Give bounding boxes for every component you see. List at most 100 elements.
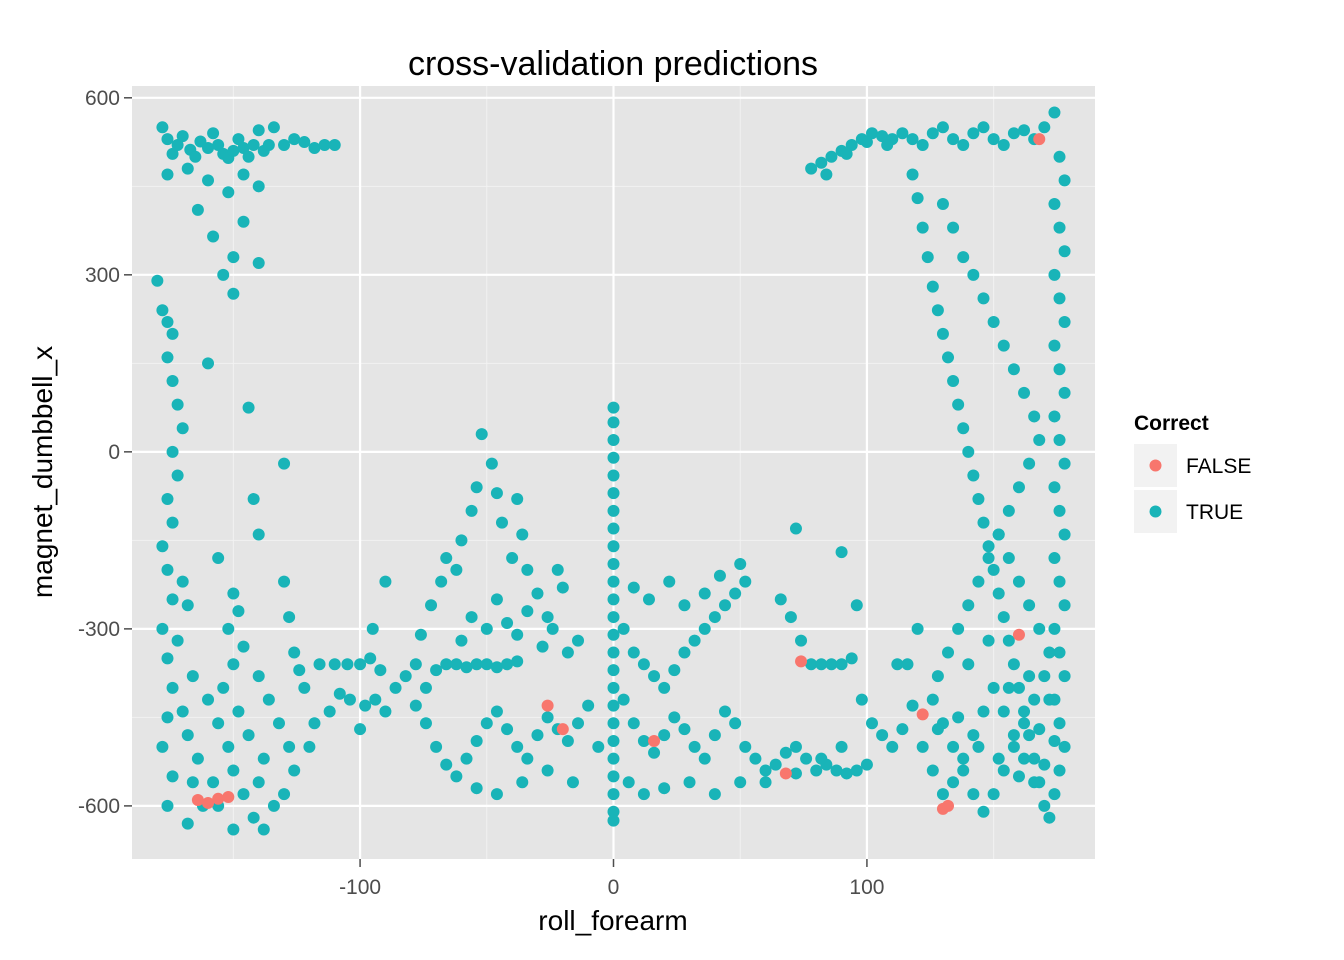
data-point-true [617, 622, 630, 635]
data-point-true [242, 150, 255, 163]
data-point-true [156, 121, 169, 134]
data-point-true [176, 575, 189, 588]
data-point-true [881, 139, 894, 152]
data-point-true [217, 268, 230, 281]
data-point-true [480, 717, 493, 730]
data-point-true [359, 699, 372, 712]
data-point-true [967, 788, 980, 801]
data-point-true [1053, 363, 1066, 376]
data-point-true [237, 141, 250, 154]
data-point-true [1048, 788, 1061, 801]
data-point-true [860, 758, 873, 771]
data-point-true [840, 147, 853, 160]
data-point-false [222, 791, 235, 804]
data-point-true [1053, 504, 1066, 517]
data-point-true [698, 752, 711, 765]
data-point-true [323, 705, 336, 718]
data-point-true [865, 717, 878, 730]
legend-label-true: TRUE [1186, 501, 1243, 524]
data-point-true [957, 139, 970, 152]
data-point-true [926, 693, 939, 706]
data-point-true [1058, 670, 1071, 683]
data-point-true [419, 717, 432, 730]
data-point-true [232, 705, 245, 718]
data-point-true [237, 788, 250, 801]
data-point-true [237, 215, 250, 228]
data-point-true [1043, 693, 1056, 706]
data-point-true [987, 563, 1000, 576]
data-point-true [678, 646, 691, 659]
data-point-true [227, 251, 240, 264]
y-tick-label: 600 [85, 87, 120, 110]
data-point-true [607, 628, 620, 641]
data-point-true [729, 587, 742, 600]
data-point-true [161, 563, 174, 576]
data-point-true [343, 693, 356, 706]
data-point-true [490, 661, 503, 674]
data-point-true [521, 563, 534, 576]
data-point-true [354, 658, 367, 671]
data-point-true [551, 563, 564, 576]
data-point-true [916, 139, 929, 152]
data-point-true [161, 351, 174, 364]
data-point-true [936, 327, 949, 340]
data-point-true [572, 717, 585, 730]
data-point-true [987, 133, 1000, 146]
data-point-true [1012, 481, 1025, 494]
data-point-true [962, 658, 975, 671]
data-point-true [845, 139, 858, 152]
data-point-true [947, 133, 960, 146]
data-point-true [916, 740, 929, 753]
data-point-true [860, 136, 873, 149]
data-point-true [967, 127, 980, 140]
data-point-true [379, 575, 392, 588]
data-point-true [992, 587, 1005, 600]
data-point-true [658, 782, 671, 795]
data-point-true [850, 764, 863, 777]
data-point-true [222, 622, 235, 635]
data-point-true [308, 717, 321, 730]
data-point-true [805, 658, 818, 671]
data-point-true [926, 280, 939, 293]
data-point-true [278, 575, 291, 588]
data-point-true [947, 375, 960, 388]
data-point-true [328, 139, 341, 152]
data-point-true [298, 136, 311, 149]
data-point-true [982, 552, 995, 565]
data-point-true [566, 776, 579, 789]
data-point-true [156, 740, 169, 753]
data-point-true [926, 764, 939, 777]
data-point-true [789, 740, 802, 753]
data-points [151, 106, 1071, 836]
data-point-true [166, 681, 179, 694]
data-point-true [906, 168, 919, 181]
data-point-true [166, 445, 179, 458]
data-point-true [516, 528, 529, 541]
data-point-true [161, 316, 174, 329]
data-point-true [607, 734, 620, 747]
data-point-true [460, 752, 473, 765]
data-point-true [997, 764, 1010, 777]
data-point-true [607, 770, 620, 783]
data-point-true [161, 652, 174, 665]
data-point-true [374, 664, 387, 677]
data-point-true [354, 723, 367, 736]
data-point-true [171, 469, 184, 482]
data-point-true [202, 357, 215, 370]
y-tick-label: -600 [78, 795, 120, 818]
data-point-true [511, 628, 524, 641]
data-point-true [967, 729, 980, 742]
legend-item-false: FALSE [1134, 444, 1251, 487]
data-point-true [977, 805, 990, 818]
data-point-true [176, 422, 189, 435]
data-point-true [572, 634, 585, 647]
data-point-true [876, 130, 889, 143]
data-point-true [227, 144, 240, 157]
data-point-true [389, 681, 402, 694]
data-point-true [181, 599, 194, 612]
data-point-true [485, 457, 498, 470]
data-point-true [267, 799, 280, 812]
data-point-true [556, 581, 569, 594]
data-point-true [521, 752, 534, 765]
data-point-true [1038, 758, 1051, 771]
